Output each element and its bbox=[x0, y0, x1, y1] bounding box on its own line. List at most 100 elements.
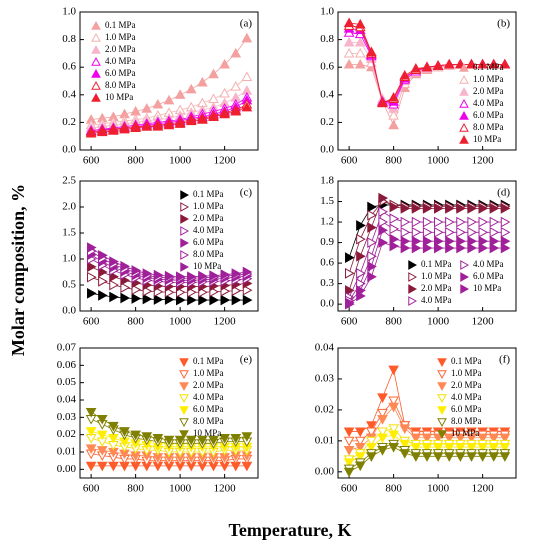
legend-marker bbox=[459, 110, 469, 120]
marker bbox=[356, 278, 366, 289]
y-tick-label: 0.04 bbox=[315, 342, 335, 354]
marker bbox=[209, 270, 220, 281]
legend-label: 10 MPa bbox=[473, 134, 501, 144]
marker bbox=[120, 282, 131, 293]
marker bbox=[467, 242, 478, 254]
y-tick-label: 0.4 bbox=[62, 88, 76, 100]
marker bbox=[367, 222, 377, 233]
marker bbox=[120, 292, 131, 304]
marker bbox=[466, 433, 477, 444]
marker bbox=[119, 123, 130, 134]
legend-label: 4.0 MPa bbox=[473, 259, 504, 269]
x-tick-label: 1200 bbox=[214, 316, 237, 328]
marker bbox=[87, 271, 97, 283]
marker bbox=[388, 402, 399, 413]
legend-label: 6.0 MPa bbox=[193, 404, 224, 414]
y-tick-label: 0.03 bbox=[315, 372, 335, 384]
marker bbox=[345, 298, 355, 310]
legend-marker bbox=[91, 68, 101, 78]
marker bbox=[354, 58, 366, 69]
marker bbox=[422, 203, 433, 214]
legend-label: 1.0 MPa bbox=[105, 32, 136, 42]
marker bbox=[98, 250, 108, 261]
marker bbox=[400, 216, 411, 228]
y-tick-label: 0.6 bbox=[320, 61, 334, 73]
marker bbox=[411, 203, 422, 214]
marker bbox=[434, 242, 444, 254]
marker bbox=[230, 80, 242, 91]
marker bbox=[478, 235, 489, 247]
marker bbox=[455, 433, 466, 444]
marker bbox=[185, 435, 197, 446]
marker bbox=[434, 216, 444, 228]
marker bbox=[422, 226, 433, 238]
marker bbox=[500, 216, 511, 228]
y-tick-label: 0.03 bbox=[57, 411, 77, 423]
x-tick-label: 600 bbox=[341, 316, 358, 328]
marker bbox=[432, 452, 444, 462]
legend-marker bbox=[437, 418, 447, 428]
marker bbox=[445, 226, 455, 238]
legend-marker bbox=[437, 382, 447, 392]
legend-marker bbox=[179, 406, 189, 416]
legend-label: 10 MPa bbox=[193, 261, 221, 271]
marker bbox=[399, 424, 411, 435]
marker bbox=[421, 452, 433, 462]
marker bbox=[163, 435, 175, 446]
marker bbox=[489, 216, 500, 228]
marker bbox=[356, 233, 366, 245]
marker bbox=[445, 242, 455, 254]
y-tick-label: 0.02 bbox=[315, 403, 334, 415]
marker bbox=[85, 444, 97, 455]
legend-marker bbox=[179, 382, 189, 392]
marker bbox=[174, 89, 186, 99]
legend-marker bbox=[179, 358, 189, 368]
marker bbox=[389, 240, 400, 252]
marker bbox=[399, 69, 411, 80]
marker bbox=[389, 201, 400, 213]
y-tick-label: 0.2 bbox=[320, 116, 334, 128]
marker bbox=[153, 294, 164, 305]
marker bbox=[477, 58, 488, 69]
legend-label: 10 MPa bbox=[473, 283, 501, 293]
legend-label: 0.1 MPa bbox=[473, 62, 504, 72]
marker bbox=[445, 216, 455, 228]
marker bbox=[230, 105, 242, 116]
marker bbox=[366, 421, 377, 431]
marker bbox=[478, 203, 489, 214]
marker bbox=[96, 430, 108, 441]
x-tick-label: 600 bbox=[341, 483, 358, 495]
marker bbox=[96, 126, 108, 137]
marker bbox=[377, 427, 388, 438]
y-tick-label: 0.05 bbox=[57, 376, 77, 388]
legend-label: 1.0 MPa bbox=[421, 271, 452, 281]
x-tick-label: 800 bbox=[127, 316, 144, 328]
legend-label: 2.0 MPa bbox=[451, 380, 482, 390]
marker bbox=[366, 442, 377, 453]
marker bbox=[85, 127, 97, 138]
y-tick-label: 0.5 bbox=[62, 279, 76, 291]
marker bbox=[488, 58, 500, 69]
legend-marker bbox=[459, 134, 469, 144]
marker bbox=[131, 265, 142, 276]
legend-label: 4.0 MPa bbox=[473, 98, 504, 108]
marker bbox=[499, 452, 511, 462]
legend-marker bbox=[459, 62, 469, 72]
x-tick-label: 800 bbox=[127, 155, 144, 167]
marker bbox=[345, 285, 355, 296]
marker bbox=[422, 235, 433, 247]
marker bbox=[220, 294, 231, 306]
marker bbox=[343, 17, 355, 28]
marker bbox=[367, 271, 377, 283]
legend-marker bbox=[91, 20, 101, 30]
marker bbox=[434, 235, 444, 247]
marker bbox=[343, 467, 355, 478]
marker bbox=[466, 442, 477, 453]
marker bbox=[445, 235, 455, 247]
marker bbox=[176, 271, 186, 283]
y-tick-label: 0.0 bbox=[62, 144, 76, 156]
legend-marker bbox=[459, 86, 469, 96]
marker bbox=[388, 365, 399, 376]
x-tick-label: 1200 bbox=[214, 483, 237, 495]
marker bbox=[185, 115, 197, 126]
